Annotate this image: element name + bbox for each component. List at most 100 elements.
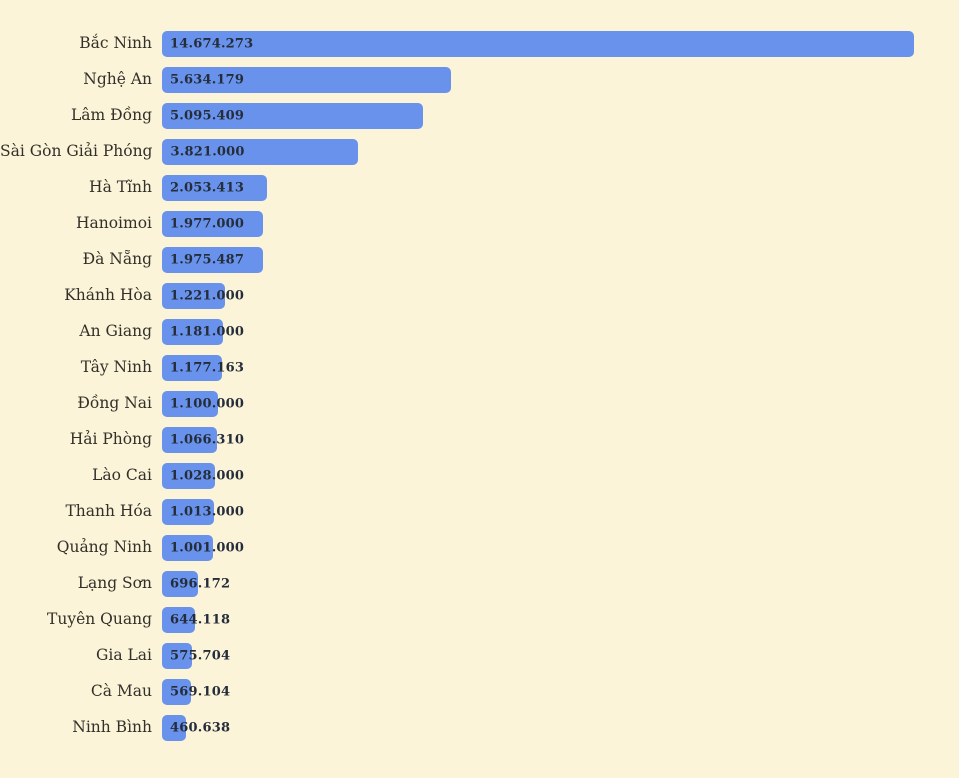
category-label: Cà Mau [90, 682, 152, 701]
bar [162, 67, 451, 93]
bar-value-label: 5.095.409 [170, 108, 245, 124]
bar [162, 571, 198, 597]
bar-value-label: 1.181.000 [170, 324, 245, 340]
category-label: Lâm Đồng [70, 106, 152, 125]
category-label: Lạng Sơn [77, 574, 152, 593]
bar-value-label: 1.028.000 [170, 468, 245, 484]
bar-value-label: 1.066.310 [170, 432, 245, 448]
category-label: An Giang [79, 322, 152, 341]
bar-value-label: 1.177.163 [170, 360, 245, 376]
bar-value-label: 1.977.000 [170, 216, 245, 232]
bar-chart-row: Lào Cai 1.028.000 [0, 458, 959, 494]
bar [162, 715, 186, 741]
bar-value-label: 2.053.413 [170, 180, 245, 196]
bar-track: 696.172 [162, 571, 959, 597]
category-label: Đồng Nai [77, 394, 152, 413]
category-label: Quảng Ninh [56, 538, 152, 557]
bar-chart-row: Lạng Sơn 696.172 [0, 566, 959, 602]
bar-track: 460.638 [162, 715, 959, 741]
bar-track: 1.001.000 [162, 535, 959, 561]
bar-value-label: 1.001.000 [170, 540, 245, 556]
bar-track: 1.028.000 [162, 463, 959, 489]
category-label: Hanoimoi [75, 214, 152, 233]
category-label: Thanh Hóa [65, 502, 152, 521]
bar [162, 211, 264, 237]
bar [162, 643, 192, 669]
bar [162, 427, 217, 453]
bar-track: 5.095.409 [162, 103, 959, 129]
bar-value-label: 460.638 [170, 720, 231, 736]
bar-value-label: 5.634.179 [170, 72, 245, 88]
bar [162, 391, 219, 417]
bar-track: 644.118 [162, 607, 959, 633]
bar-chart-row: Hanoimoi 1.977.000 [0, 206, 959, 242]
category-label: Gia Lai [96, 646, 152, 665]
bar-chart-row: Quảng Ninh 1.001.000 [0, 530, 959, 566]
bar-track: 3.821.000 [162, 139, 959, 165]
bar-value-label: 14.674.273 [170, 36, 254, 52]
category-label: Hà Tĩnh [89, 178, 152, 197]
bar-chart-row: Bắc Ninh 14.674.273 [0, 26, 959, 62]
bar [162, 139, 359, 165]
bar-chart-row: Đà Nẵng 1.975.487 [0, 242, 959, 278]
bar-value-label: 1.100.000 [170, 396, 245, 412]
bar-value-label: 1.975.487 [170, 252, 245, 268]
bar [162, 607, 195, 633]
bar-track: 14.674.273 [162, 31, 959, 57]
bar-chart-row: Gia Lai 575.704 [0, 638, 959, 674]
bar-value-label: 696.172 [170, 576, 231, 592]
bar [162, 535, 214, 561]
bar [162, 31, 914, 57]
bar-track: 1.181.000 [162, 319, 959, 345]
bar [162, 175, 268, 201]
category-label: Sài Gòn Giải Phóng [0, 142, 153, 161]
bar-value-label: 644.118 [170, 612, 231, 628]
bar [162, 355, 223, 381]
bar [162, 679, 192, 705]
bar-track: 575.704 [162, 643, 959, 669]
bar-chart-row: Lâm Đồng 5.095.409 [0, 98, 959, 134]
bar [162, 463, 215, 489]
bar [162, 319, 223, 345]
bar-value-label: 3.821.000 [170, 144, 245, 160]
bar-chart-row: Hà Tĩnh 2.053.413 [0, 170, 959, 206]
bar-track: 2.053.413 [162, 175, 959, 201]
bar-value-label: 1.221.000 [170, 288, 245, 304]
category-label: Lào Cai [92, 466, 152, 485]
category-label: Khánh Hòa [64, 286, 152, 305]
bar-chart-row: Tuyên Quang 644.118 [0, 602, 959, 638]
category-label: Hải Phòng [69, 430, 152, 449]
bar-chart-row: Thanh Hóa 1.013.000 [0, 494, 959, 530]
bar-track: 569.104 [162, 679, 959, 705]
category-label: Nghệ An [83, 70, 152, 89]
bar-value-label: 1.013.000 [170, 504, 245, 520]
category-label: Tây Ninh [80, 358, 152, 377]
bar-value-label: 575.704 [170, 648, 231, 664]
bar-track: 1.975.487 [162, 247, 959, 273]
bar-chart-row: Ninh Bình 460.638 [0, 710, 959, 746]
bar [162, 247, 264, 273]
bar-chart-row: Cà Mau 569.104 [0, 674, 959, 710]
bar-track: 1.177.163 [162, 355, 959, 381]
bar-track: 5.634.179 [162, 67, 959, 93]
bar-chart-row: An Giang 1.181.000 [0, 314, 959, 350]
bar-chart-row: Sài Gòn Giải Phóng 3.821.000 [0, 134, 959, 170]
bar [162, 499, 214, 525]
bar-track: 1.100.000 [162, 391, 959, 417]
bar-chart-row: Khánh Hòa 1.221.000 [0, 278, 959, 314]
bar-chart-row: Đồng Nai 1.100.000 [0, 386, 959, 422]
category-label: Ninh Bình [72, 718, 152, 737]
bar [162, 283, 225, 309]
bar-track: 1.066.310 [162, 427, 959, 453]
bar-track: 1.221.000 [162, 283, 959, 309]
category-label: Bắc Ninh [79, 34, 152, 53]
bar-track: 1.013.000 [162, 499, 959, 525]
bar-chart-row: Nghệ An 5.634.179 [0, 62, 959, 98]
bar-chart-row: Hải Phòng 1.066.310 [0, 422, 959, 458]
category-label: Đà Nẵng [82, 250, 152, 269]
bar-value-label: 569.104 [170, 684, 231, 700]
category-label: Tuyên Quang [47, 610, 152, 629]
bar-track: 1.977.000 [162, 211, 959, 237]
bar [162, 103, 424, 129]
